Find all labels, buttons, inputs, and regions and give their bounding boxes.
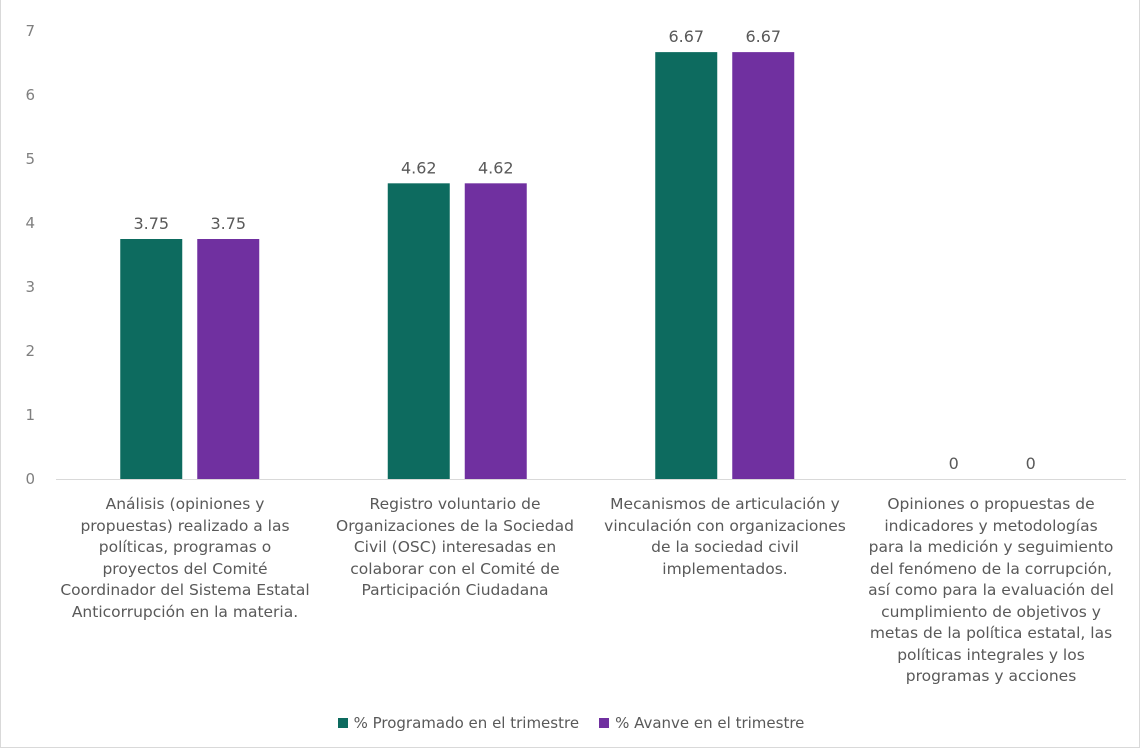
y-tick-label: 6 (25, 86, 35, 104)
category-line: para la medición y seguimiento (868, 538, 1114, 556)
category-line: implementados. (662, 559, 788, 578)
bar-programado (655, 52, 718, 480)
bar-programado (387, 183, 450, 479)
data-label: 6.67 (668, 27, 704, 46)
y-tick-label: 0 (25, 470, 35, 488)
category-line: políticas integrales y los (897, 645, 1085, 664)
bar-avance (197, 239, 260, 479)
category-line: Organizaciones de la Sociedad (336, 516, 574, 535)
chart-legend: % Programado en el trimestre % Avanve en… (1, 714, 1140, 732)
category-line: Mecanismos de articulación y (610, 495, 840, 513)
y-tick-label: 1 (25, 406, 35, 424)
data-label: 0 (1026, 454, 1036, 473)
data-label: 3.75 (133, 214, 169, 233)
y-tick-label: 5 (25, 150, 35, 168)
category-line: indicadores y metodologías (884, 516, 1098, 535)
category-line: del fenómeno de la corrupción, (869, 559, 1112, 578)
category-line: así como para la evaluación del (868, 581, 1114, 599)
category-line: Coordinador del Sistema Estatal (60, 581, 310, 599)
legend-item-programado: % Programado en el trimestre (337, 714, 580, 732)
bar-avance (464, 183, 527, 479)
legend-label-avance: % Avanve en el trimestre (615, 714, 805, 732)
y-tick-label: 3 (25, 278, 35, 296)
category-line: Anticorrupción en la materia. (71, 602, 299, 621)
data-label: 3.75 (210, 214, 246, 233)
category-line: Civil (OSC) interesadas en (353, 538, 557, 556)
category-line: propuestas) realizado a las (80, 516, 290, 535)
y-tick-label: 7 (25, 22, 35, 40)
data-label: 4.62 (401, 158, 437, 177)
legend-swatch-avance (599, 718, 610, 728)
data-label: 4.62 (478, 158, 514, 177)
category-line: colaborar con el Comité de (350, 559, 560, 578)
y-tick-label: 4 (25, 214, 35, 232)
category-line: Opiniones o propuestas de (887, 495, 1095, 513)
category-label: Opiniones o propuestas de indicadores y … (865, 494, 1117, 688)
y-tick-label: 2 (25, 342, 35, 360)
legend-item-avance: % Avanve en el trimestre (599, 714, 804, 732)
bar-avance (732, 52, 795, 480)
category-line: programas y acciones (905, 667, 1077, 685)
category-label: Mecanismos de articulación y vinculación… (599, 494, 851, 580)
legend-swatch-programado (337, 718, 348, 728)
category-line: cumplimiento de objetivos y (881, 602, 1101, 621)
category-line: Análisis (opiniones y (105, 495, 265, 513)
category-line: metas de la política estatal, las (869, 624, 1113, 642)
category-line: proyectos del Comité (102, 559, 268, 578)
legend-label-programado: % Programado en el trimestre (353, 714, 580, 732)
data-label: 0 (949, 454, 959, 473)
category-line: políticas, programas o (98, 538, 272, 556)
category-label: Análisis (opiniones y propuestas) realiz… (59, 494, 311, 623)
category-line: Participación Ciudadana (361, 581, 549, 599)
bar-programado (120, 239, 183, 479)
category-line: de la sociedad civil (651, 538, 799, 556)
category-label: Registro voluntario de Organizaciones de… (329, 494, 581, 602)
data-label: 6.67 (745, 27, 781, 46)
category-line: vinculación con organizaciones (604, 516, 846, 535)
category-line: Registro voluntario de (369, 495, 541, 513)
